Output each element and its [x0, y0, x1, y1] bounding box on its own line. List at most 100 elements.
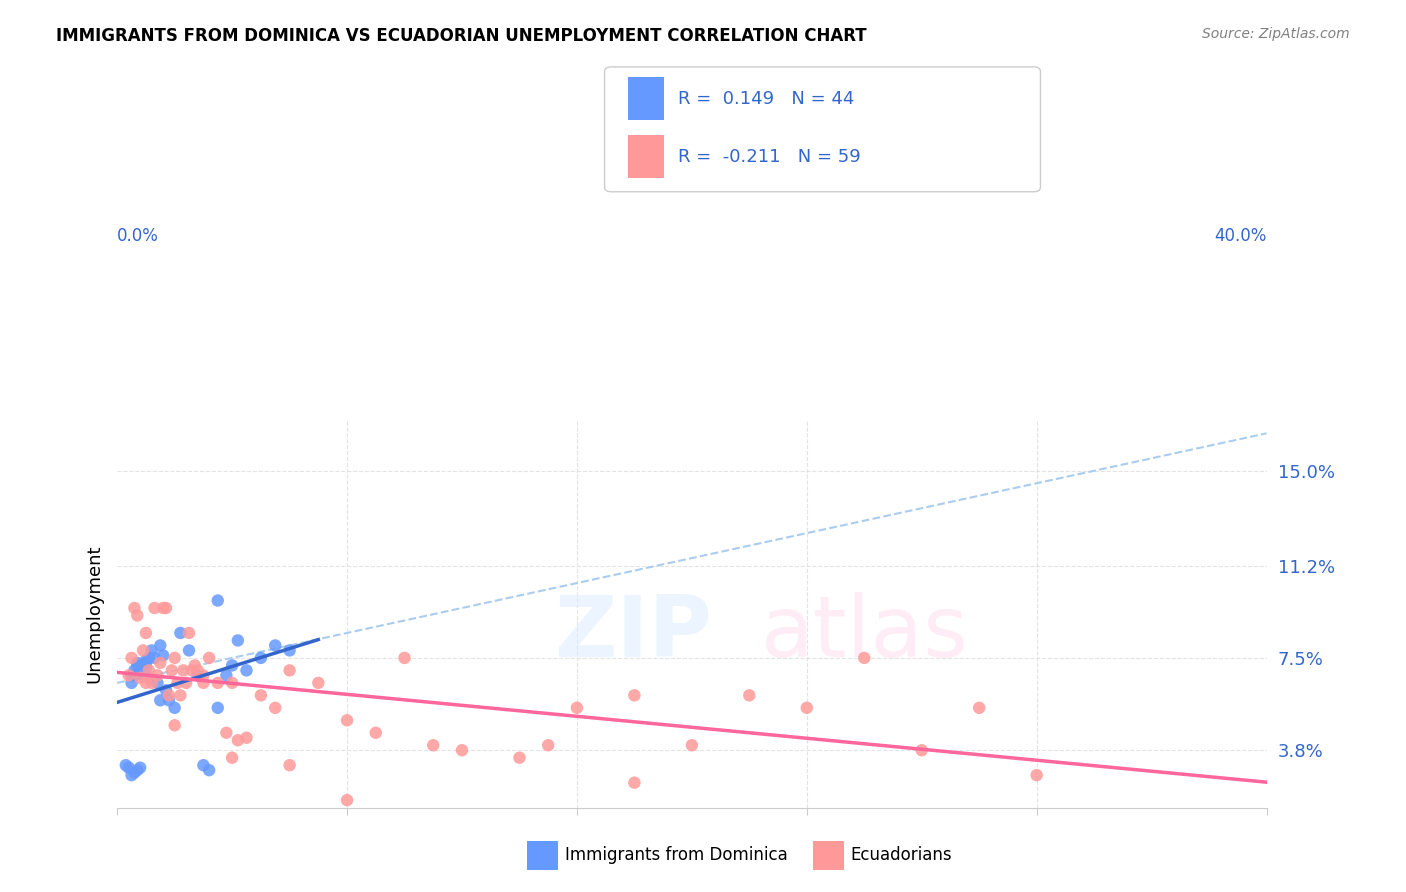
- Point: [138, 651, 160, 665]
- Point: [221, 676, 243, 690]
- Point: [129, 661, 152, 675]
- Point: [180, 664, 202, 678]
- Point: [163, 651, 186, 665]
- Text: R =  -0.211   N = 59: R = -0.211 N = 59: [678, 148, 860, 166]
- Text: atlas: atlas: [761, 592, 969, 675]
- Point: [166, 676, 188, 690]
- Point: [226, 733, 249, 747]
- Point: [451, 743, 474, 757]
- Point: [127, 763, 149, 777]
- Point: [198, 651, 221, 665]
- Point: [174, 676, 197, 690]
- Point: [155, 601, 177, 615]
- Point: [264, 639, 287, 653]
- Text: Source: ZipAtlas.com: Source: ZipAtlas.com: [1202, 27, 1350, 41]
- Point: [364, 725, 387, 739]
- Point: [193, 668, 215, 682]
- Point: [198, 763, 221, 777]
- Point: [565, 701, 588, 715]
- Point: [911, 743, 934, 757]
- Point: [207, 676, 229, 690]
- Point: [118, 668, 141, 682]
- Text: IMMIGRANTS FROM DOMINICA VS ECUADORIAN UNEMPLOYMENT CORRELATION CHART: IMMIGRANTS FROM DOMINICA VS ECUADORIAN U…: [56, 27, 868, 45]
- Point: [121, 768, 143, 782]
- Point: [143, 651, 166, 665]
- Point: [129, 761, 152, 775]
- Point: [160, 664, 183, 678]
- Point: [623, 689, 645, 703]
- Point: [146, 676, 169, 690]
- Point: [124, 601, 146, 615]
- Point: [124, 765, 146, 780]
- Point: [853, 651, 876, 665]
- Point: [141, 643, 163, 657]
- Point: [127, 658, 149, 673]
- Point: [157, 689, 180, 703]
- Point: [422, 738, 444, 752]
- Point: [278, 758, 301, 772]
- Point: [278, 643, 301, 657]
- Point: [1025, 768, 1047, 782]
- Point: [193, 758, 215, 772]
- Point: [129, 665, 152, 680]
- Point: [177, 626, 200, 640]
- Point: [738, 689, 761, 703]
- Point: [152, 601, 174, 615]
- Point: [163, 718, 186, 732]
- Point: [127, 656, 149, 670]
- Point: [221, 750, 243, 764]
- Point: [169, 689, 191, 703]
- Point: [121, 668, 143, 682]
- Point: [235, 664, 257, 678]
- Y-axis label: Unemployment: Unemployment: [86, 545, 103, 683]
- Point: [508, 750, 530, 764]
- Point: [394, 651, 416, 665]
- Point: [250, 651, 273, 665]
- Point: [967, 701, 990, 715]
- Point: [146, 668, 169, 682]
- Point: [226, 633, 249, 648]
- Point: [681, 738, 703, 752]
- Point: [135, 661, 157, 675]
- Point: [336, 793, 359, 807]
- Point: [124, 664, 146, 678]
- Text: R =  0.149   N = 44: R = 0.149 N = 44: [678, 90, 853, 108]
- Point: [207, 701, 229, 715]
- Point: [215, 725, 238, 739]
- Point: [278, 664, 301, 678]
- Point: [155, 683, 177, 698]
- Point: [537, 738, 560, 752]
- Point: [193, 676, 215, 690]
- Point: [124, 668, 146, 682]
- Point: [132, 668, 155, 682]
- Point: [143, 601, 166, 615]
- Point: [235, 731, 257, 745]
- Point: [187, 664, 209, 678]
- Point: [172, 664, 194, 678]
- Point: [135, 676, 157, 690]
- Point: [135, 626, 157, 640]
- Point: [152, 648, 174, 663]
- Point: [118, 761, 141, 775]
- Point: [132, 643, 155, 657]
- Point: [129, 671, 152, 685]
- Point: [149, 693, 172, 707]
- Text: Ecuadorians: Ecuadorians: [851, 847, 952, 864]
- Point: [184, 658, 207, 673]
- Point: [336, 713, 359, 727]
- Point: [215, 668, 238, 682]
- Point: [138, 664, 160, 678]
- Point: [307, 676, 329, 690]
- Point: [157, 693, 180, 707]
- Point: [163, 701, 186, 715]
- Point: [135, 656, 157, 670]
- Point: [207, 593, 229, 607]
- Point: [127, 608, 149, 623]
- Point: [114, 758, 136, 772]
- Point: [169, 626, 191, 640]
- Point: [141, 676, 163, 690]
- Point: [121, 651, 143, 665]
- Point: [187, 668, 209, 682]
- Point: [623, 775, 645, 789]
- Point: [264, 701, 287, 715]
